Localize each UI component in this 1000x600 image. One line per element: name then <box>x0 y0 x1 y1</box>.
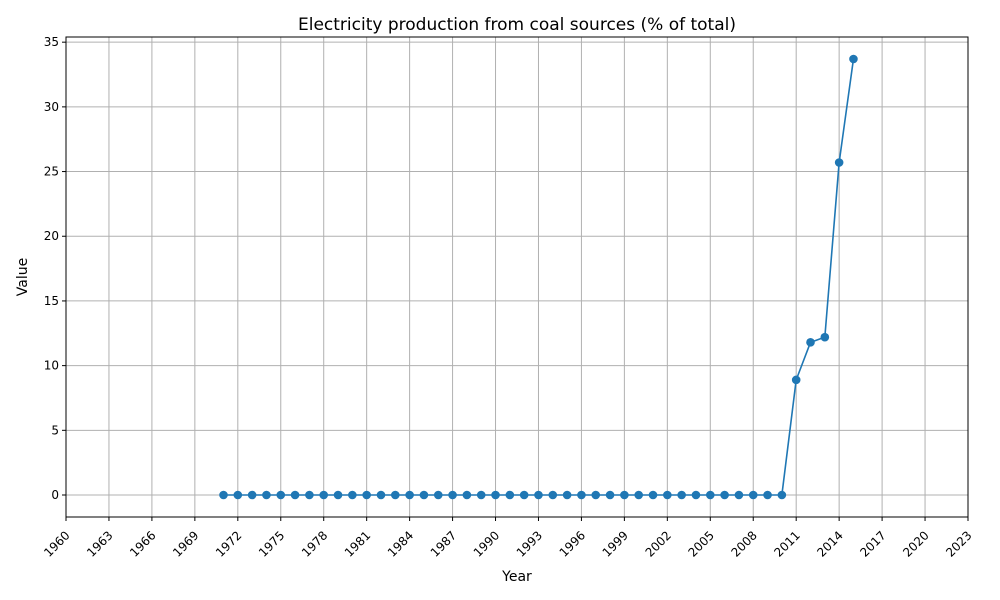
data-point <box>319 490 329 500</box>
data-point <box>534 490 543 500</box>
chart-title: Electricity production from coal sources… <box>298 15 736 35</box>
x-tick-label: 1975 <box>256 528 287 559</box>
data-point <box>820 332 830 342</box>
data-point <box>448 490 457 500</box>
grid <box>65 37 969 517</box>
data-point <box>233 490 243 500</box>
data-point <box>748 490 758 500</box>
data-point <box>691 490 701 500</box>
x-tick-label: 2005 <box>685 528 716 559</box>
data-point <box>433 490 443 500</box>
x-tick-label: 2011 <box>771 528 802 559</box>
data-point <box>491 490 500 500</box>
data-point <box>849 54 858 64</box>
data-point <box>290 490 300 500</box>
x-tick-label: 1972 <box>213 528 244 559</box>
data-point <box>663 490 672 500</box>
data-point <box>548 490 558 500</box>
x-tick-label: 2017 <box>857 528 888 559</box>
y-axis: 0 5 10 15 20 25 30 35 <box>44 35 66 502</box>
data-point <box>577 490 586 500</box>
y-tick-label: 5 <box>51 423 59 437</box>
data-point <box>763 490 772 500</box>
x-tick-label: 2008 <box>728 528 759 559</box>
data-point <box>505 490 515 500</box>
data-point <box>634 490 643 500</box>
data-point <box>391 490 400 500</box>
data-point <box>791 375 801 385</box>
y-tick-label: 35 <box>44 35 59 49</box>
y-tick-label: 10 <box>44 359 59 373</box>
x-tick-label: 2014 <box>814 528 845 559</box>
data-point <box>276 490 286 500</box>
data-point <box>806 338 815 347</box>
data-point <box>333 490 343 500</box>
y-tick-label: 0 <box>51 488 59 502</box>
x-tick-label: 1969 <box>170 528 201 559</box>
x-tick-label: 1981 <box>342 528 373 559</box>
x-tick-label: 1990 <box>471 528 502 559</box>
x-tick-label: 1987 <box>428 528 459 559</box>
data-point <box>419 490 429 500</box>
x-tick-label: 1996 <box>557 528 588 559</box>
y-tick-label: 20 <box>44 229 59 243</box>
data-point <box>734 490 744 500</box>
x-tick-label: 1978 <box>299 528 330 559</box>
data-point <box>305 490 314 500</box>
data-point <box>648 490 658 500</box>
data-point <box>362 490 371 500</box>
x-tick-label: 1993 <box>514 528 545 559</box>
x-axis-title: Year <box>501 569 532 585</box>
data-point <box>677 490 686 500</box>
y-tick-label: 25 <box>44 165 59 179</box>
x-tick-label: 1966 <box>127 528 158 559</box>
x-tick-label: 1999 <box>600 528 631 559</box>
data-point <box>591 490 601 500</box>
data-point <box>562 490 572 500</box>
data-point <box>620 490 629 500</box>
data-point <box>247 490 257 500</box>
x-tick-label: 2023 <box>943 528 974 559</box>
data-point <box>405 490 414 500</box>
x-tick-label: 1984 <box>385 528 416 559</box>
data-point <box>262 490 271 500</box>
data-point <box>519 490 529 500</box>
data-point <box>705 490 715 500</box>
data-point <box>605 490 615 500</box>
data-point <box>777 490 787 500</box>
data-point <box>720 490 729 500</box>
x-tick-label: 1960 <box>41 528 72 559</box>
x-tick-label: 2020 <box>900 528 931 559</box>
data-point <box>476 490 486 500</box>
data-point <box>376 490 386 500</box>
x-axis: 1960 1963 1966 1969 1972 1975 1978 1981 1984 1987… <box>41 517 975 560</box>
data-point <box>834 158 844 167</box>
x-tick-label: 1963 <box>84 528 115 559</box>
data-point <box>462 490 472 500</box>
x-tick-label: 2002 <box>643 528 674 559</box>
data-point <box>219 490 228 500</box>
y-tick-label: 30 <box>44 100 59 114</box>
y-axis-title: Value <box>15 258 31 296</box>
data-point <box>348 490 357 500</box>
y-tick-label: 15 <box>44 294 59 308</box>
plot-frame <box>65 36 969 518</box>
series-layer <box>219 54 858 500</box>
